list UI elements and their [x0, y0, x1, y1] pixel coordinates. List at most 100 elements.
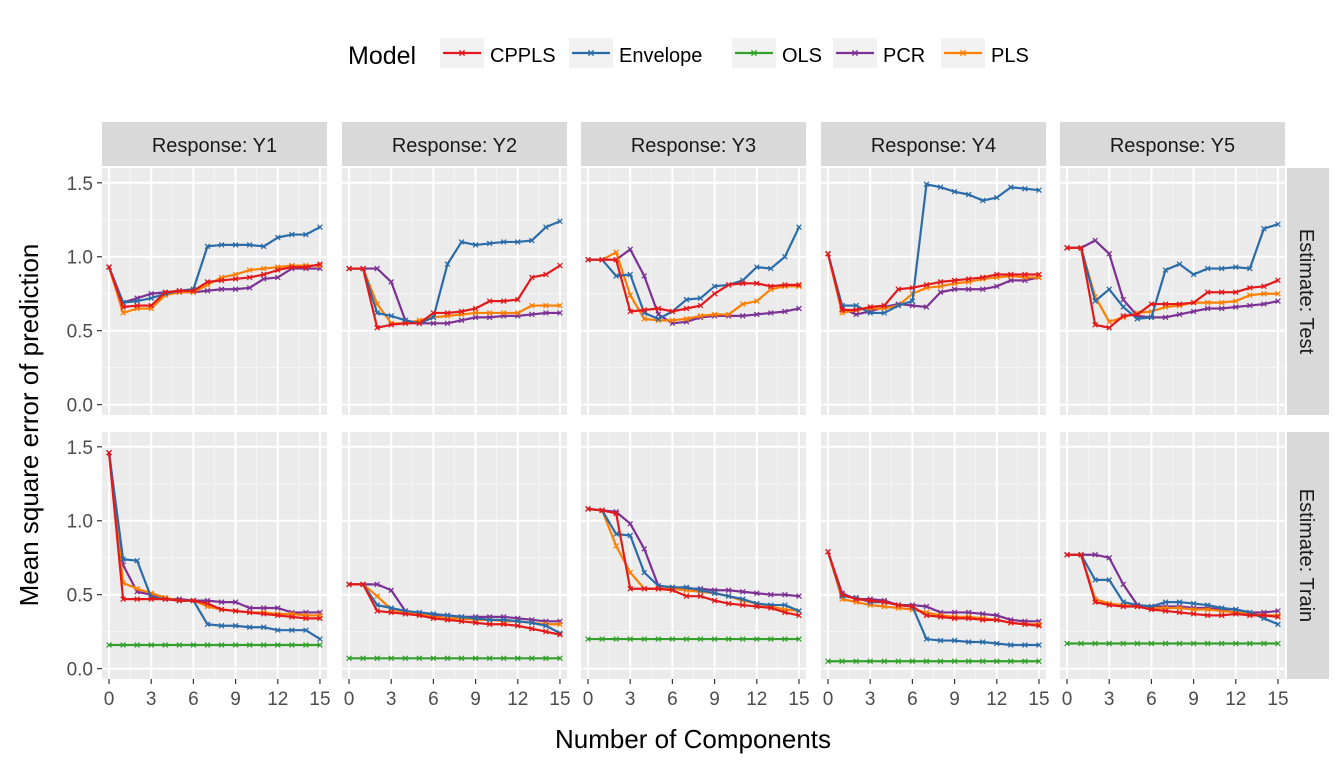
data-point: [388, 587, 395, 594]
data-point: [627, 292, 634, 299]
data-point: [148, 290, 155, 297]
data-point: [796, 281, 802, 288]
x-tick-label: 3: [1104, 689, 1115, 710]
data-point: [937, 637, 944, 644]
data-point: [204, 287, 211, 294]
data-point: [1204, 289, 1211, 296]
data-point: [937, 184, 944, 191]
legend-key-marker: [458, 49, 466, 57]
data-point: [951, 188, 958, 195]
data-point: [1204, 640, 1211, 647]
data-point: [1190, 640, 1197, 647]
data-point: [1218, 305, 1225, 312]
data-point: [1261, 290, 1267, 297]
data-point: [627, 636, 634, 642]
legend-key-marker: [959, 49, 967, 57]
data-point: [1148, 640, 1155, 647]
axes: 0.0 0.5 1.0 1.5 0.0 0.5 1.0 1.5 0 3 6 9 12 15 0 3 6 9 12 15…: [67, 174, 1289, 710]
data-point: [965, 658, 972, 665]
data-point: [711, 590, 718, 597]
data-point: [303, 627, 309, 634]
data-point: [711, 311, 718, 318]
data-point: [1022, 642, 1028, 648]
data-point: [697, 302, 704, 309]
y-tick-label: 0.0: [67, 396, 93, 417]
data-point: [246, 267, 253, 273]
data-point: [1232, 304, 1239, 310]
data-point: [1134, 311, 1141, 318]
series-line-pls: [588, 251, 799, 322]
data-point: [627, 308, 634, 315]
x-tick-label: 12: [986, 689, 1007, 710]
data-point: [1162, 640, 1169, 647]
data-point: [965, 615, 972, 622]
data-point: [1176, 609, 1183, 616]
data-point: [1162, 314, 1169, 321]
data-point: [739, 636, 746, 642]
data-point: [374, 265, 381, 272]
strip-label: Response: Y5: [1110, 135, 1235, 157]
data-point: [260, 243, 267, 250]
data-point: [1106, 286, 1113, 293]
data-point: [937, 658, 944, 665]
data-point: [514, 655, 521, 662]
data-point: [303, 264, 309, 270]
data-point: [430, 655, 437, 662]
data-point: [1007, 184, 1014, 191]
data-point: [1190, 299, 1197, 306]
data-point: [134, 557, 141, 564]
series-line-envelope: [588, 226, 800, 320]
data-point: [993, 640, 1000, 647]
strip-estimate-train: [1287, 432, 1329, 679]
data-point: [1232, 606, 1239, 613]
data-point: [782, 281, 788, 288]
panel-estimate-train-response-y3: [581, 432, 806, 679]
data-point: [1275, 298, 1281, 304]
data-point: [613, 543, 620, 549]
data-point: [1232, 611, 1239, 617]
data-point: [388, 605, 395, 611]
y-tick-label: 0.5: [67, 322, 93, 343]
data-point: [1162, 267, 1169, 273]
strip-label: Response: Y1: [152, 135, 277, 157]
data-point: [1275, 621, 1281, 628]
data-point: [1078, 245, 1084, 251]
data-point: [1232, 264, 1239, 270]
data-point: [753, 280, 760, 287]
legend-key-marker: [750, 49, 758, 57]
data-point: [711, 636, 718, 642]
data-point: [120, 310, 126, 316]
data-point: [190, 642, 197, 648]
data-point: [1092, 551, 1099, 558]
data-point: [1148, 301, 1155, 307]
data-point: [1120, 599, 1127, 605]
data-point: [965, 191, 972, 198]
data-point: [1261, 225, 1267, 232]
data-point: [232, 271, 239, 278]
panel-estimate-test-response-y2: [342, 168, 567, 415]
data-point: [458, 655, 465, 662]
data-point: [1134, 640, 1141, 647]
data-point: [767, 265, 774, 272]
data-point: [218, 286, 225, 293]
data-point: [543, 271, 549, 278]
data-point: [711, 283, 718, 290]
data-point: [739, 602, 746, 608]
x-tick-label: 9: [709, 689, 720, 710]
data-point: [430, 310, 437, 316]
legend-entry-pls: PLS: [941, 38, 1029, 68]
data-point: [1007, 619, 1014, 626]
data-point: [697, 636, 704, 642]
data-point: [500, 239, 507, 245]
data-point: [1036, 187, 1042, 194]
data-point: [374, 593, 381, 600]
data-point: [753, 636, 760, 642]
data-point: [1036, 658, 1042, 665]
data-point: [641, 307, 648, 313]
series-cppls: [106, 261, 323, 310]
data-point: [1106, 324, 1113, 331]
data-point: [1218, 299, 1225, 306]
series-line-cppls: [826, 253, 1039, 312]
data-point: [725, 311, 732, 318]
data-point: [867, 658, 874, 665]
